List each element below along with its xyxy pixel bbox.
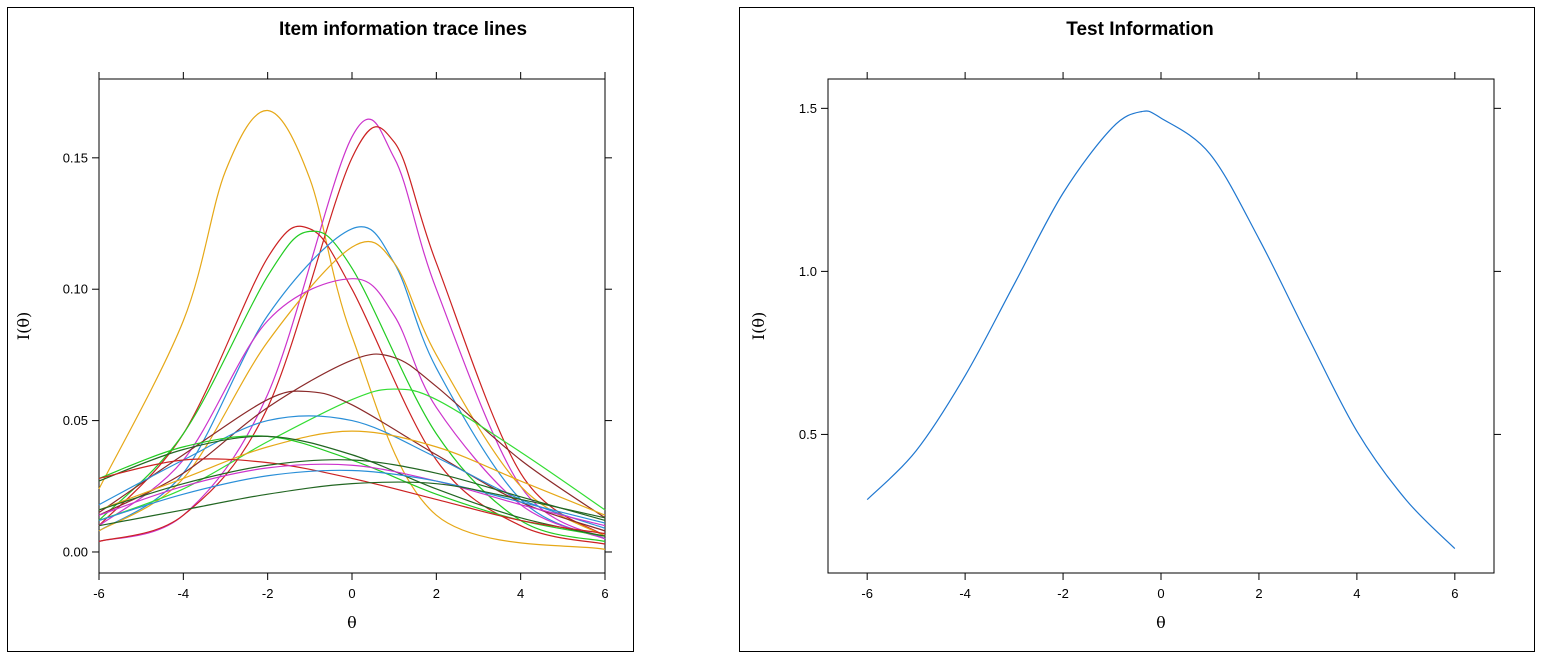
series-line-5 (98, 230, 606, 543)
y-tick-label: 1.5 (799, 101, 817, 116)
x-tick-label: -4 (959, 586, 971, 601)
series-line-8 (98, 278, 606, 540)
plot-frame (827, 78, 1495, 574)
x-tick-label: -2 (262, 586, 274, 601)
series-line-7 (98, 240, 606, 537)
item-information-panel: Item information trace lines -6 -4 -2 0 2 4 6 0.… (7, 7, 634, 652)
x-axis-label: θ (347, 613, 357, 632)
y-tick-label: 1.0 (799, 264, 817, 279)
x-tick-label: -2 (1057, 586, 1069, 601)
item-information-chart: Item information trace lines -6 -4 -2 0 2 4 6 0.… (14, 19, 612, 632)
x-tick-label: -6 (93, 586, 105, 601)
series-line-1 (98, 109, 606, 550)
series-line-2 (98, 118, 606, 543)
series-line-18 (98, 463, 606, 527)
series-line-19 (98, 469, 606, 524)
series-line-20 (98, 481, 606, 527)
x-tick-label: -6 (861, 586, 873, 601)
series-line-15 (98, 435, 606, 537)
x-tick-label: 0 (1157, 586, 1164, 601)
y-axis-label: I(θ) (14, 312, 33, 340)
y-tick-label: 0.5 (799, 427, 817, 442)
y-tick-label: 0.00 (63, 544, 88, 559)
series-line-16 (98, 458, 606, 535)
series-line-17 (98, 459, 606, 522)
y-tick-label: 0.05 (63, 413, 88, 428)
test-information-panel: Test Information -6 -4 -2 0 2 4 6 0.5 1.0 1.5 θ I(θ) (739, 7, 1535, 652)
x-tick-label: 0 (348, 586, 355, 601)
series-line-10 (98, 388, 606, 522)
x-tick-label: -4 (178, 586, 190, 601)
x-tick-label: 2 (433, 586, 440, 601)
series-line-9 (98, 353, 606, 519)
chart-title: Test Information (1066, 19, 1213, 40)
test-information-chart: Test Information -6 -4 -2 0 2 4 6 0.5 1.0 1.5 θ I(θ) (749, 19, 1501, 632)
y-axis-label: I(θ) (749, 312, 768, 340)
x-axis-label: θ (1156, 613, 1166, 632)
y-tick-label: 0.10 (63, 282, 88, 297)
x-tick-label: 4 (517, 586, 524, 601)
x-tick-label: 6 (1451, 586, 1458, 601)
series-line-11 (98, 390, 606, 532)
series-line-3 (98, 126, 606, 543)
x-tick-label: 2 (1255, 586, 1262, 601)
series-line-6 (98, 226, 606, 540)
series-line-13 (98, 430, 606, 516)
x-tick-label: 4 (1353, 586, 1360, 601)
x-tick-label: 6 (601, 586, 608, 601)
chart-title: Item information trace lines (279, 19, 527, 40)
series-line-1 (866, 110, 1456, 549)
y-tick-label: 0.15 (63, 150, 88, 165)
